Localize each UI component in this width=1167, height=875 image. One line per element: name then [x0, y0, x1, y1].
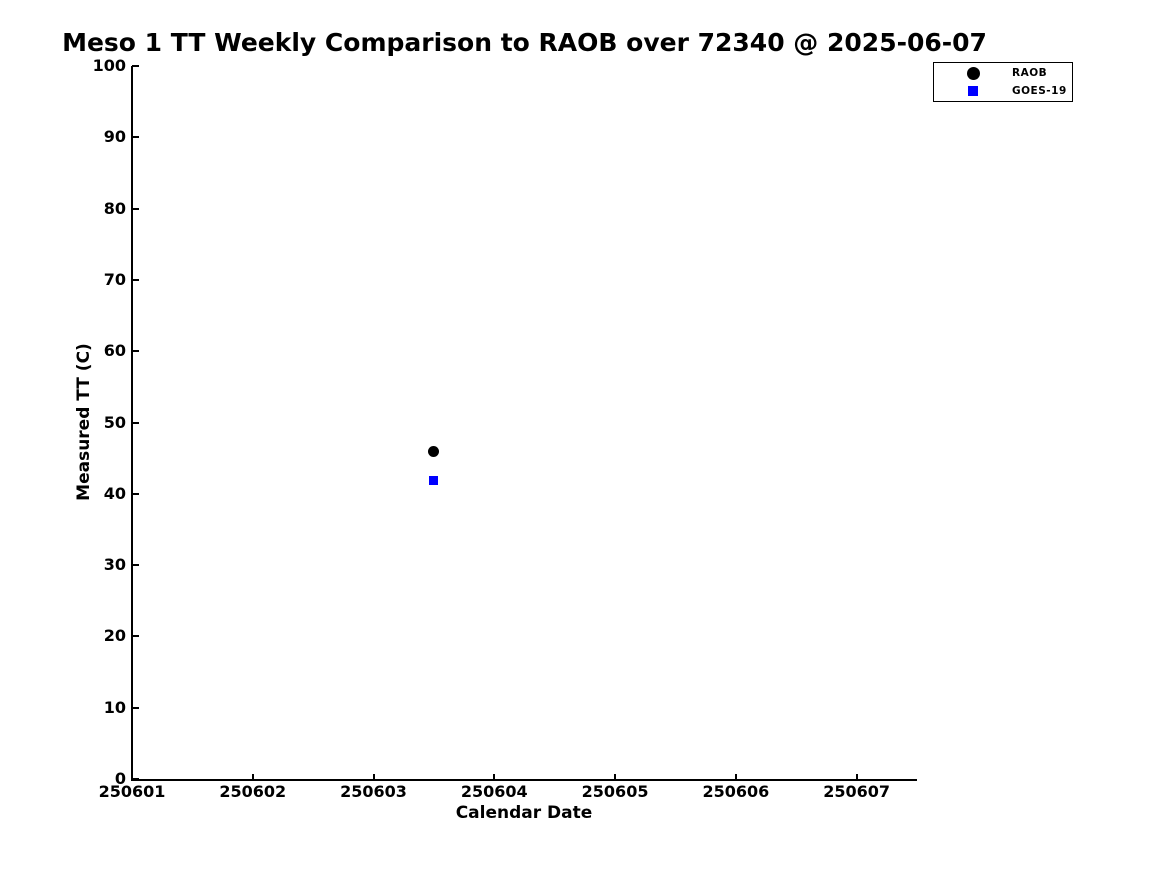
y-tick-label: 80: [103, 198, 126, 218]
x-tick-mark: [855, 774, 858, 781]
x-tick-mark: [131, 774, 133, 781]
x-tick-label: 250604: [460, 782, 528, 801]
y-tick-label: 100: [92, 56, 126, 75]
x-tick-mark: [493, 774, 496, 781]
goes19-square-marker-icon: [968, 86, 978, 96]
x-tick-mark: [734, 774, 737, 781]
legend: RAOB GOES-19: [933, 62, 1073, 102]
legend-marker-cell: [934, 66, 1012, 80]
x-tick-label: 250603: [340, 782, 407, 801]
y-tick-mark: [132, 136, 139, 139]
data-point-goes-19: [429, 476, 439, 486]
y-tick-mark: [132, 492, 139, 495]
y-tick-mark: [132, 564, 139, 567]
y-tick-label: 40: [103, 483, 126, 503]
legend-label-goes19: GOES-19: [1012, 85, 1067, 97]
x-tick-label: 250601: [98, 782, 166, 801]
legend-item-raob: RAOB: [934, 65, 1072, 82]
y-tick-label: 70: [103, 269, 126, 289]
y-tick-label: 20: [103, 626, 126, 646]
y-axis-line: [131, 66, 133, 781]
y-tick-label: 90: [103, 127, 126, 147]
y-tick-label: 0: [114, 769, 126, 788]
data-point-raob: [428, 445, 440, 457]
y-tick-mark: [132, 207, 139, 210]
x-tick-mark: [614, 774, 617, 781]
y-tick-mark: [132, 706, 139, 709]
chart-title: Meso 1 TT Weekly Comparison to RAOB over…: [62, 28, 987, 57]
y-tick-mark: [132, 65, 139, 67]
raob-circle-marker-icon: [966, 66, 980, 80]
x-tick-label: 250607: [823, 782, 890, 801]
x-axis-line: [131, 779, 917, 781]
y-tick-mark: [132, 350, 139, 353]
y-tick-label: 10: [103, 697, 126, 717]
y-tick-mark: [132, 635, 139, 638]
x-tick-label: 250606: [702, 782, 770, 801]
y-tick-label: 50: [103, 412, 126, 432]
x-tick-mark: [372, 774, 375, 781]
y-tick-mark: [132, 278, 139, 281]
y-tick-mark: [132, 778, 139, 780]
legend-label-raob: RAOB: [1012, 67, 1048, 79]
x-tick-mark: [251, 774, 254, 781]
y-tick-label: 30: [103, 555, 126, 575]
y-axis-label: Measured TT (C): [74, 343, 94, 501]
x-tick-label: 250605: [581, 782, 649, 801]
y-tick-label: 60: [103, 341, 126, 361]
y-tick-mark: [132, 421, 139, 424]
legend-item-goes19: GOES-19: [934, 83, 1072, 100]
x-axis-label: Calendar Date: [455, 803, 593, 823]
x-tick-label: 250602: [219, 782, 287, 801]
legend-marker-cell: [934, 86, 1012, 96]
